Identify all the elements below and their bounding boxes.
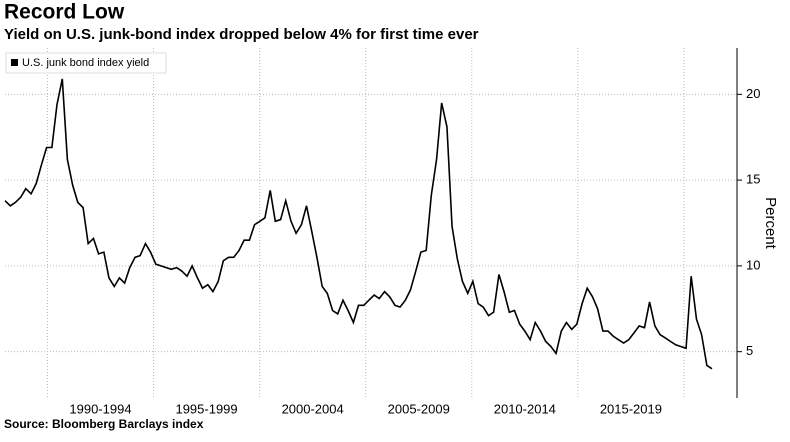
legend-box: [5, 52, 167, 74]
source: Source: Bloomberg Barclays index: [4, 417, 204, 431]
x-tick-label: 2015-2019: [600, 401, 662, 416]
y-tick-label: 5: [746, 343, 753, 358]
chart-title: Record Low: [4, 1, 125, 24]
x-tick-label: 2000-2004: [282, 401, 344, 416]
x-tick-label: 2005-2009: [388, 401, 450, 416]
y-tick-label: 20: [746, 86, 760, 101]
y-tick-label: 15: [746, 172, 760, 187]
legend-label: U.S. junk bond index yield: [22, 57, 149, 69]
x-tick-label: 1995-1999: [175, 401, 237, 416]
legend: U.S. junk bond index yield: [5, 52, 167, 74]
y-tick-label: 10: [746, 257, 760, 272]
x-tick-label: 2010-2014: [494, 401, 556, 416]
legend-swatch: [11, 59, 18, 66]
y-axis-label: Percent: [762, 197, 779, 250]
line: [4, 78, 713, 370]
chart-subtitle: Yield on U.S. junk-bond index dropped be…: [4, 26, 479, 43]
x-tick-label: 1990-1994: [69, 401, 131, 416]
